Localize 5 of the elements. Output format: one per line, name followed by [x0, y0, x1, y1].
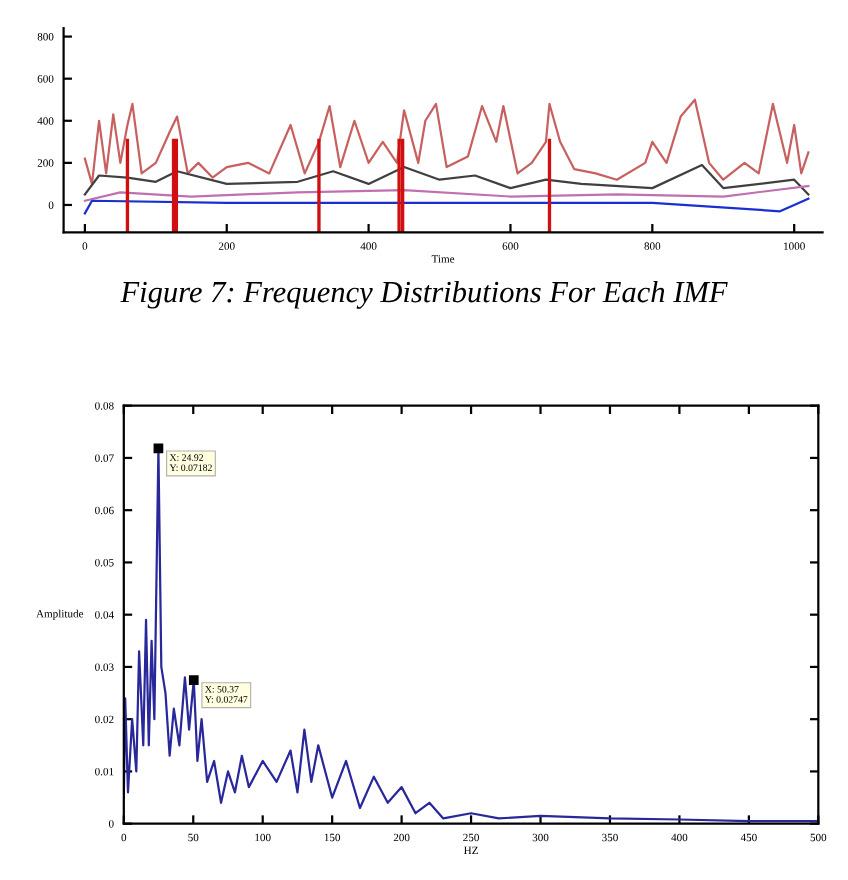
line-series: [83, 98, 810, 186]
line-series: [83, 184, 810, 202]
line-series: [83, 163, 810, 196]
caption: Figure 7: Frequency Distributions For Each IMF: [120, 280, 728, 309]
line-series: [83, 197, 810, 215]
